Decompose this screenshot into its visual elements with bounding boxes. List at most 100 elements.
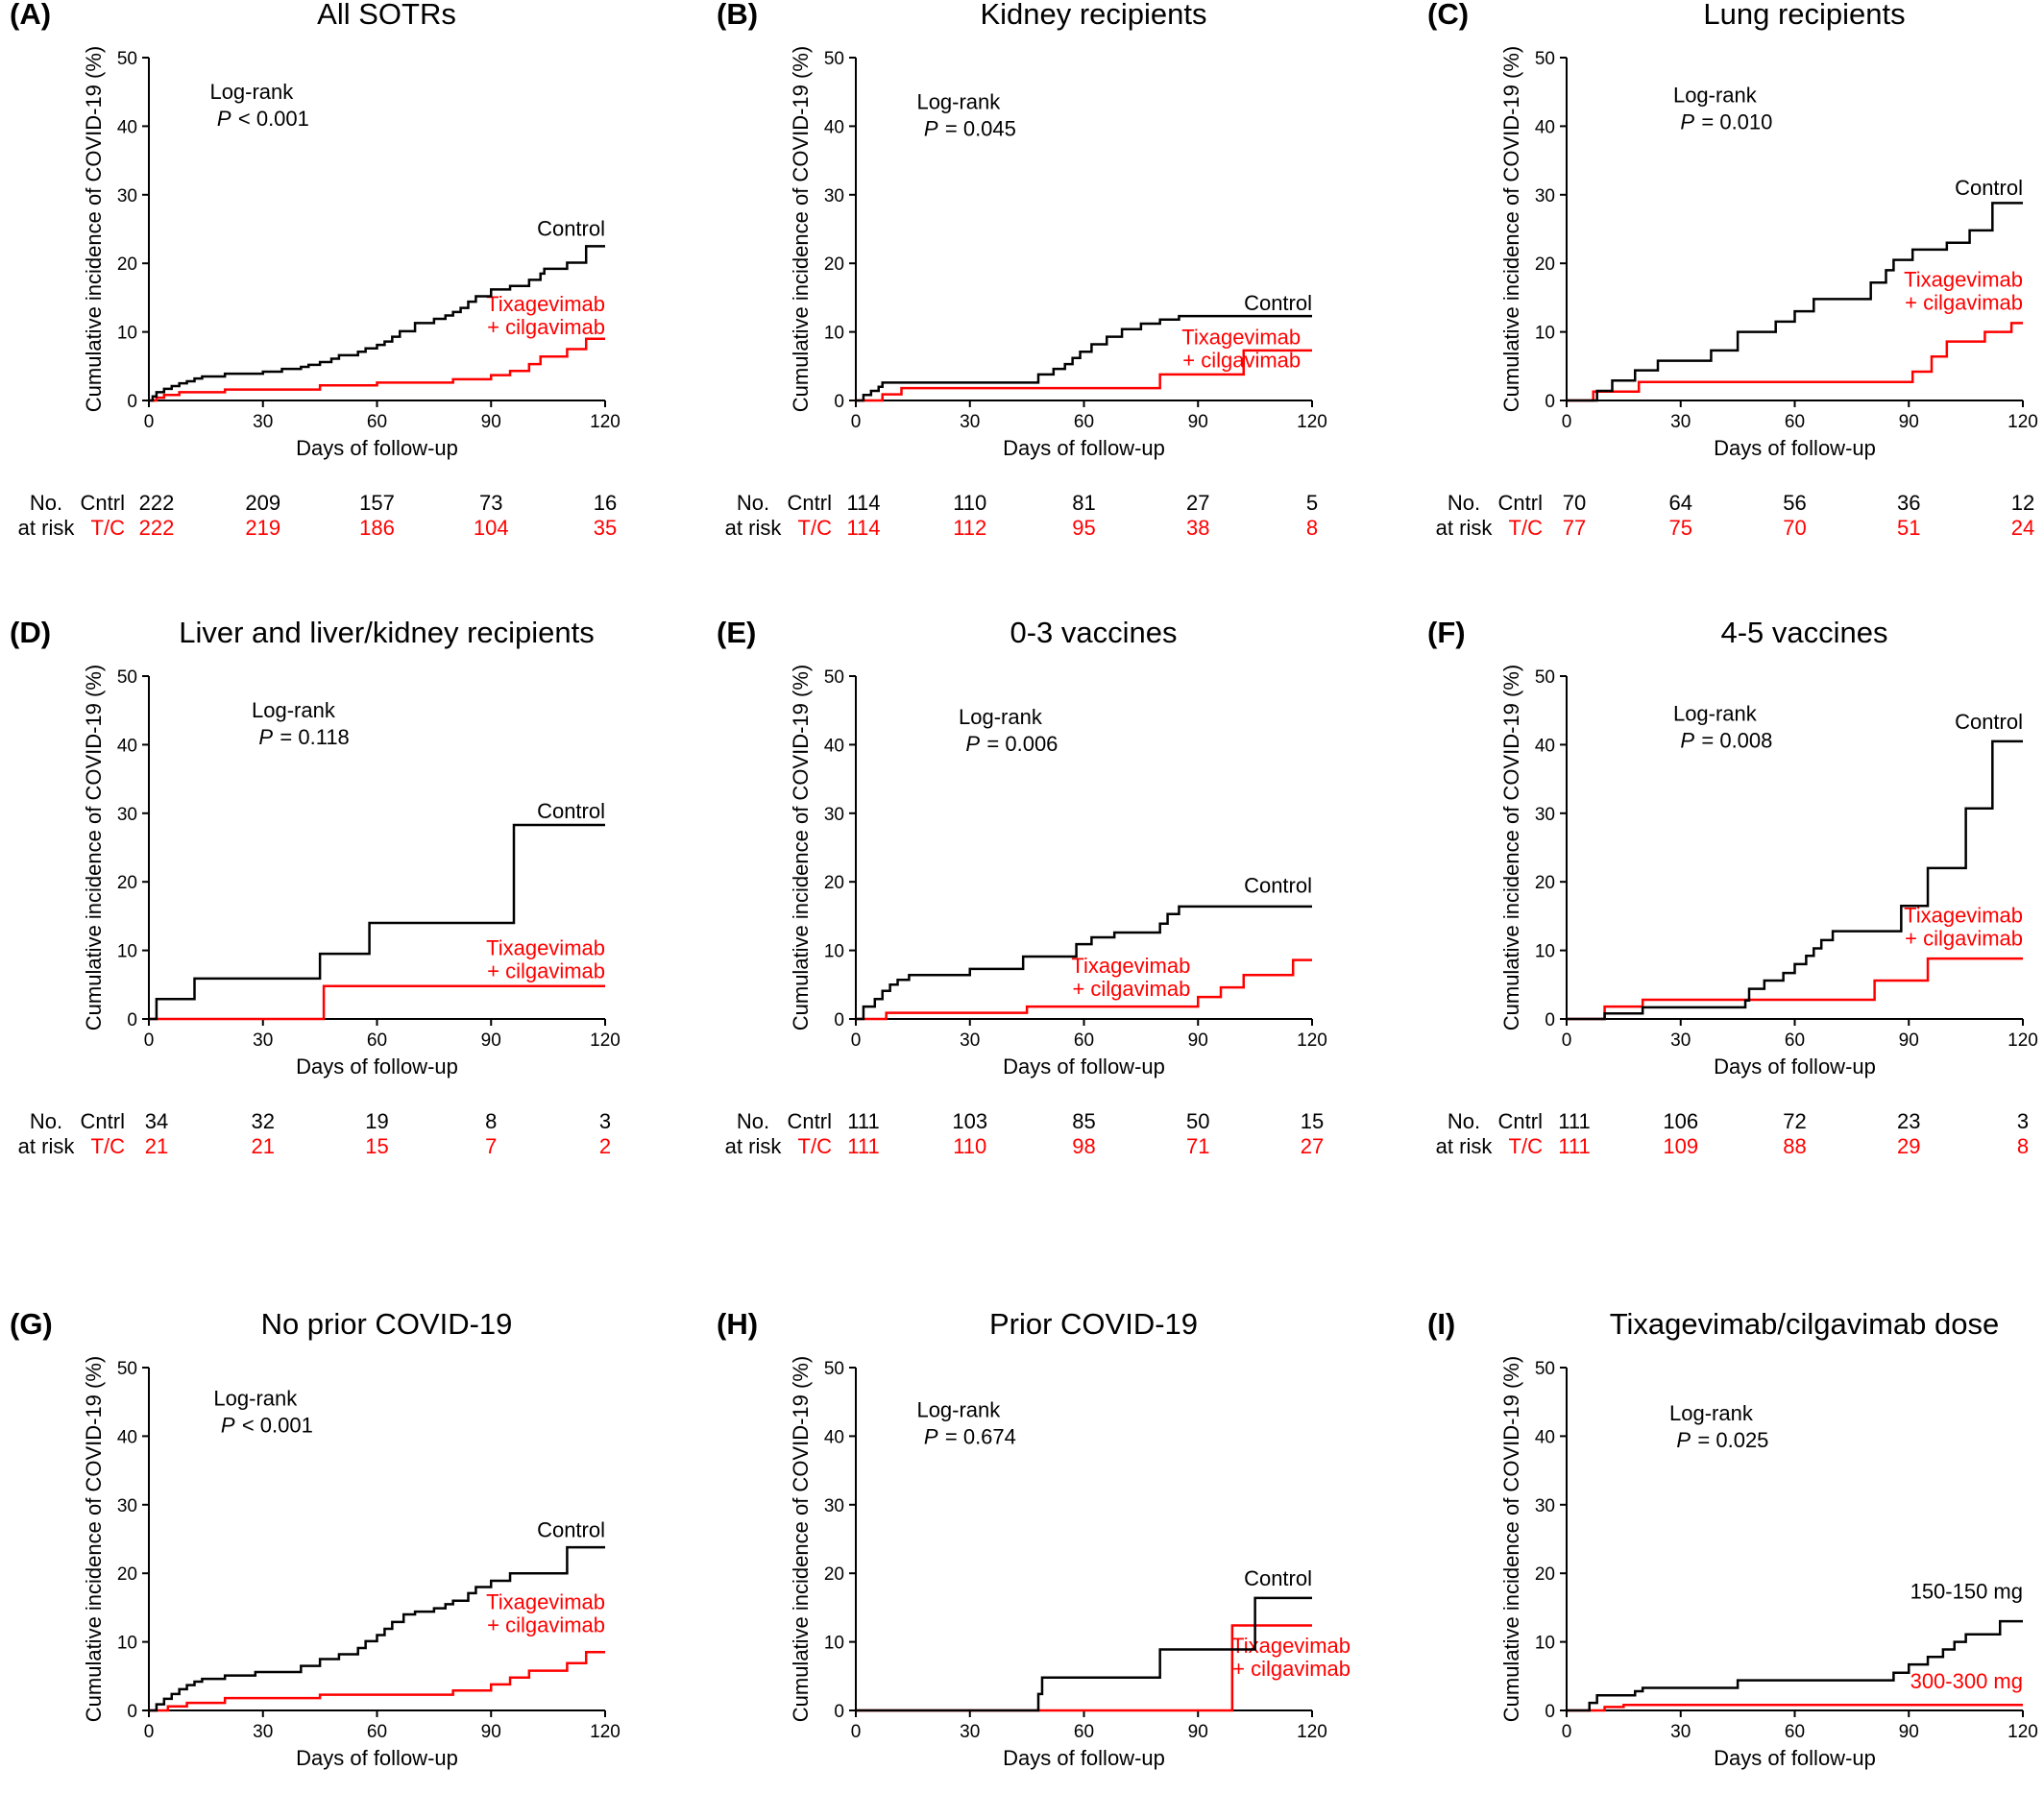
y-tick-label: 30: [824, 186, 844, 206]
series-label: Tixagevimab: [1071, 954, 1190, 978]
x-tick-label: 90: [481, 1030, 501, 1051]
x-tick-label: 120: [1297, 1030, 1327, 1051]
risk-count-treated: 8: [1306, 516, 1318, 540]
treated-curve: [856, 349, 1312, 402]
panel-label: (E): [717, 616, 756, 649]
control-curve: [856, 1596, 1312, 1712]
risk-count-control: 73: [479, 491, 502, 515]
p-label: P: [924, 117, 938, 141]
risk-count-treated: 75: [1669, 516, 1692, 540]
risk-row-label-control: Cntrl: [1498, 491, 1543, 515]
panel-title: Kidney recipients: [980, 0, 1206, 31]
risk-header-2: at risk: [1436, 516, 1494, 540]
p-label: P: [217, 107, 231, 131]
y-tick-label: 30: [824, 1496, 844, 1516]
risk-count-control: 34: [145, 1109, 168, 1133]
x-axis-label: Days of follow-up: [296, 1055, 458, 1079]
y-tick-label: 0: [1545, 1702, 1555, 1722]
risk-count-treated: 95: [1072, 516, 1095, 540]
risk-count-control: 8: [485, 1109, 497, 1133]
risk-count-treated: 35: [594, 516, 617, 540]
series-label: 150-150 mg: [1910, 1580, 2023, 1604]
x-tick-label: 30: [253, 412, 273, 432]
x-tick-label: 0: [1562, 1030, 1572, 1051]
x-tick-label: 120: [2008, 1030, 2038, 1051]
x-tick-label: 60: [367, 1030, 387, 1051]
p-value: = 0.025: [1697, 1428, 1768, 1452]
risk-count-control: 56: [1783, 491, 1806, 515]
p-label: P: [1676, 1428, 1691, 1452]
panel-title: 4-5 vaccines: [1720, 616, 1887, 649]
y-tick-label: 20: [1535, 873, 1555, 893]
treated-curve: [149, 337, 605, 402]
series-label-line2: + cilgavimab: [1232, 1657, 1350, 1681]
series-label: Control: [1955, 176, 2023, 200]
series-label-line2: + cilgavimab: [1182, 348, 1301, 372]
x-tick-label: 90: [481, 412, 501, 432]
risk-count-treated: 71: [1186, 1134, 1209, 1158]
logrank-label: Log-rank: [213, 1386, 298, 1410]
panel-title: 0-3 vaccines: [1010, 616, 1177, 649]
y-tick-label: 10: [1535, 324, 1555, 344]
y-tick-label: 20: [824, 873, 844, 893]
series-label-line2: + cilgavimab: [487, 959, 605, 983]
y-axis-label: Cumulative incidence of COVID-19 (%): [1499, 665, 1523, 1030]
y-tick-label: 40: [1535, 1427, 1555, 1447]
risk-count-treated: 219: [245, 516, 280, 540]
panel-label: (C): [1427, 0, 1469, 31]
y-axis-label: Cumulative incidence of COVID-19 (%): [1499, 46, 1523, 412]
p-label: P: [1680, 109, 1694, 133]
risk-header-1: No.: [1448, 1109, 1480, 1133]
y-tick-label: 40: [117, 736, 137, 756]
y-tick-label: 50: [1535, 667, 1555, 688]
y-axis-label: Cumulative incidence of COVID-19 (%): [82, 665, 106, 1030]
logrank-label: Log-rank: [252, 698, 336, 722]
x-tick-label: 30: [1670, 412, 1691, 432]
risk-row-label-control: Cntrl: [788, 1109, 832, 1133]
x-tick-label: 0: [144, 412, 155, 432]
series-label: Tixagevimab: [486, 292, 605, 316]
x-tick-label: 120: [590, 1030, 620, 1051]
y-tick-label: 10: [824, 324, 844, 344]
y-axis-label: Cumulative incidence of COVID-19 (%): [82, 46, 106, 412]
control-curve: [149, 1545, 605, 1712]
y-tick-label: 20: [117, 873, 137, 893]
series-label: 300-300 mg: [1910, 1669, 2023, 1693]
risk-count-control: 27: [1186, 491, 1209, 515]
y-tick-label: 40: [824, 117, 844, 137]
risk-row-label-treated: T/C: [91, 1134, 126, 1158]
y-tick-label: 20: [1535, 1564, 1555, 1585]
x-tick-label: 90: [1899, 1722, 1919, 1742]
risk-header-2: at risk: [725, 1134, 783, 1158]
x-tick-label: 60: [1785, 1722, 1805, 1742]
risk-count-control: 16: [594, 491, 617, 515]
risk-count-control: 103: [952, 1109, 987, 1133]
series-label: Control: [537, 1517, 605, 1541]
y-tick-label: 40: [1535, 117, 1555, 137]
risk-count-treated: 114: [846, 516, 880, 540]
risk-row-label-treated: T/C: [798, 1134, 833, 1158]
risk-count-control: 106: [1663, 1109, 1698, 1133]
risk-count-control: 111: [847, 1109, 879, 1133]
risk-row-label-control: Cntrl: [788, 491, 832, 515]
y-tick-label: 30: [1535, 1496, 1555, 1516]
p-label: P: [258, 725, 273, 749]
x-tick-label: 90: [1188, 1722, 1208, 1742]
treated-curve: [149, 984, 605, 1021]
panel-title: Liver and liver/kidney recipients: [179, 616, 595, 649]
panel-title: All SOTRs: [317, 0, 456, 31]
risk-header-1: No.: [30, 1109, 62, 1133]
x-tick-label: 90: [1188, 1030, 1208, 1051]
control-curve: [1567, 1619, 2023, 1712]
y-tick-label: 30: [1535, 805, 1555, 825]
x-tick-label: 0: [851, 1722, 862, 1742]
x-axis-label: Days of follow-up: [296, 436, 458, 460]
x-tick-label: 0: [144, 1722, 155, 1742]
treated-curve: [1567, 1704, 2023, 1712]
p-label: P: [965, 732, 980, 756]
x-tick-label: 90: [1899, 412, 1919, 432]
y-tick-label: 0: [127, 392, 137, 412]
x-tick-label: 30: [253, 1722, 273, 1742]
risk-row-label-treated: T/C: [91, 516, 126, 540]
x-tick-label: 0: [851, 412, 862, 432]
